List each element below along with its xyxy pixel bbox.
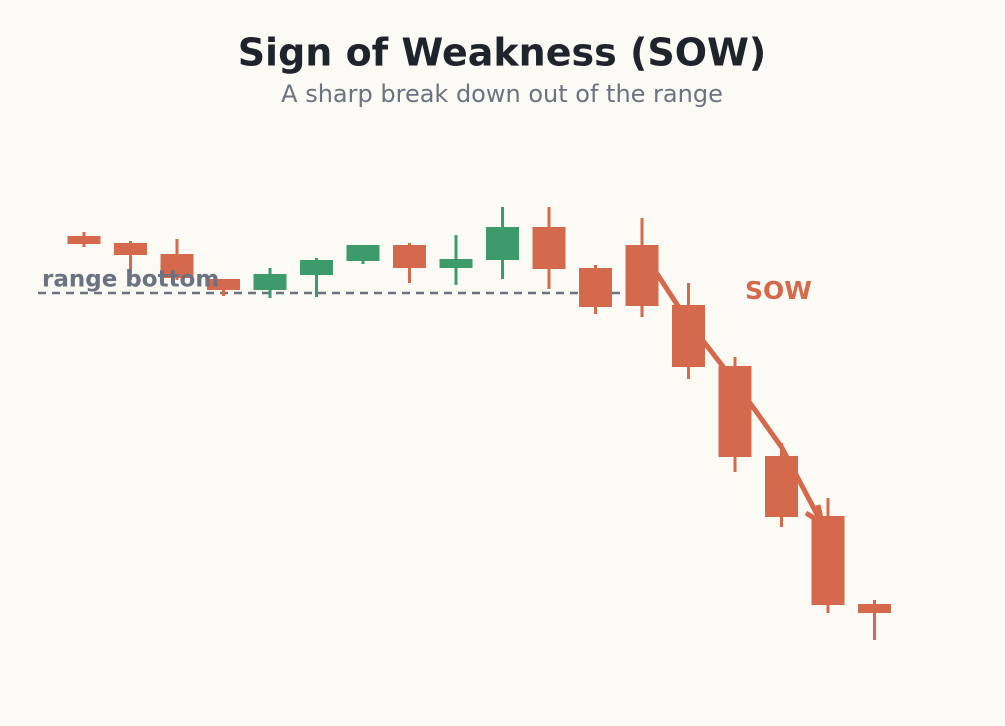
candle-body bbox=[253, 274, 287, 290]
candle-body bbox=[346, 245, 380, 261]
candle-body bbox=[486, 227, 519, 260]
sow-label: SOW bbox=[745, 276, 812, 305]
candle-body bbox=[67, 236, 101, 244]
candle-body bbox=[393, 245, 426, 268]
candle-body bbox=[858, 604, 891, 613]
candle-body bbox=[811, 516, 845, 605]
candle-body bbox=[532, 227, 566, 269]
chart-subtitle: A sharp break down out of the range bbox=[281, 80, 723, 108]
candle-body bbox=[160, 254, 194, 278]
trend-arrow bbox=[649, 264, 823, 522]
arrow-head bbox=[804, 504, 826, 529]
candle-body bbox=[207, 279, 240, 290]
candle-body bbox=[300, 260, 333, 275]
candle-body bbox=[114, 243, 147, 255]
candle-body bbox=[439, 259, 473, 268]
candle-body bbox=[625, 245, 659, 306]
candle-body bbox=[579, 268, 612, 307]
range-label: range bottom bbox=[42, 267, 219, 293]
chart-title: Sign of Weakness (SOW) bbox=[238, 31, 767, 75]
